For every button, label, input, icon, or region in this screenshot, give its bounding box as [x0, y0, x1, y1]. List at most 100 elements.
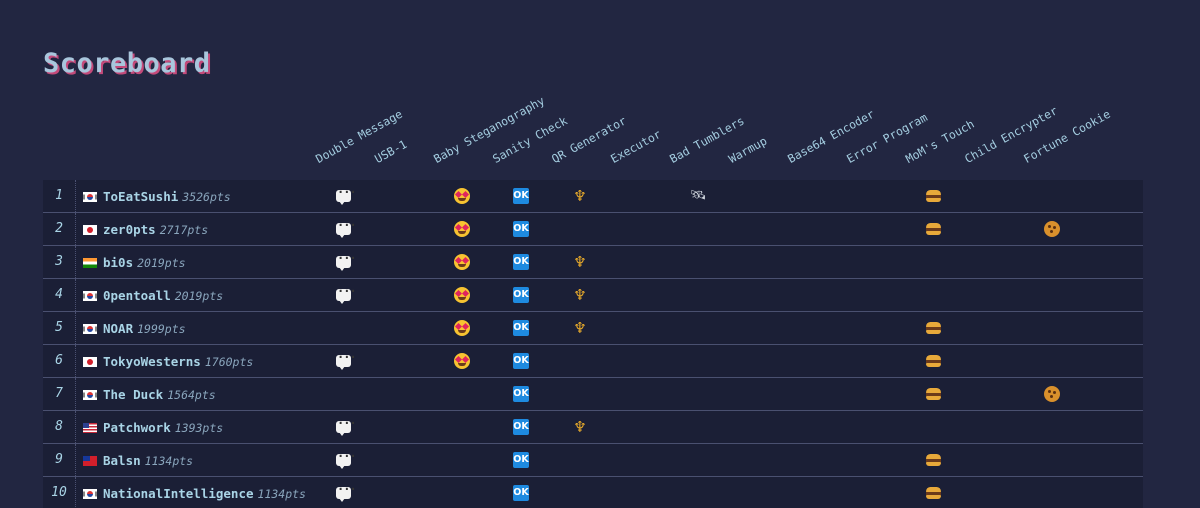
hamburger-icon: [926, 487, 941, 499]
tw-flag-icon: [83, 456, 97, 466]
speech-bubble-icon: [336, 449, 356, 469]
jp-flag-icon: [83, 225, 97, 235]
hamburger-icon: [926, 355, 941, 367]
rank-number: 1: [43, 180, 76, 212]
star-struck-icon: [454, 287, 470, 303]
team-cell: ToEatSushi 3526pts: [83, 180, 231, 212]
team-name[interactable]: ToEatSushi: [103, 189, 179, 204]
challenge-header-executor[interactable]: Executor: [608, 126, 664, 166]
in-flag-icon: [83, 258, 97, 268]
hamburger-icon: [926, 388, 941, 400]
trident-icon: ♆: [573, 418, 587, 436]
trident-icon: ♆: [573, 319, 587, 337]
team-name[interactable]: NOAR: [103, 321, 134, 336]
trident-icon: ♆: [573, 286, 587, 304]
ok-button-icon: OK: [513, 221, 529, 237]
team-points: 1564pts: [167, 388, 216, 402]
star-struck-icon: [454, 254, 470, 270]
speech-bubble-icon: [336, 251, 356, 271]
speech-bubble-icon: [336, 416, 356, 436]
ok-button-icon: OK: [513, 419, 529, 435]
team-cell: TokyoWesterns 1760pts: [83, 345, 253, 377]
rank-number: 7: [43, 378, 76, 410]
ok-button-icon: OK: [513, 188, 529, 204]
team-points: 1134pts: [144, 454, 194, 468]
ok-button-icon: OK: [513, 485, 529, 501]
page-title: Scoreboard: [43, 48, 211, 79]
star-struck-icon: [454, 353, 470, 369]
team-points: 1393pts: [174, 421, 224, 435]
scoreboard-table: 1ToEatSushi3526ptsOK♆🛰2zer0pts2717ptsOK3…: [43, 180, 1143, 508]
team-cell: Patchwork 1393pts: [83, 411, 223, 443]
kr-flag-icon: [83, 390, 97, 400]
table-row[interactable]: 7 The Duck 1564pts OK: [43, 378, 1143, 411]
team-name[interactable]: Patchwork: [103, 420, 171, 435]
rank-number: 6: [43, 345, 76, 377]
team-cell: NOAR 1999pts: [83, 312, 186, 344]
kr-flag-icon: [83, 291, 97, 301]
team-name[interactable]: Balsn: [103, 453, 141, 468]
cookie-icon: [1044, 386, 1060, 402]
team-points: 2019pts: [137, 256, 186, 270]
rank-number: 2: [43, 213, 76, 245]
team-name[interactable]: bi0s: [103, 255, 134, 270]
hamburger-icon: [926, 190, 941, 202]
kr-flag-icon: [83, 489, 97, 499]
ok-button-icon: OK: [513, 320, 529, 336]
satellite-icon: 🛰: [690, 188, 707, 203]
speech-bubble-icon: [336, 185, 356, 205]
team-name[interactable]: NationalIntelligence: [103, 486, 254, 501]
hamburger-icon: [926, 454, 941, 466]
rank-number: 9: [43, 444, 76, 476]
trident-icon: ♆: [573, 253, 587, 271]
team-name[interactable]: The Duck: [103, 387, 164, 402]
team-cell: zer0pts 2717pts: [83, 213, 208, 245]
rank-number: 3: [43, 246, 76, 278]
speech-bubble-icon: [336, 482, 356, 502]
team-points: 2717pts: [159, 223, 209, 237]
table-row[interactable]: 8Patchwork1393ptsOK♆: [43, 411, 1143, 444]
team-cell: NationalIntelligence 1134pts: [83, 477, 306, 508]
table-row[interactable]: 5 NOAR 1999pts OK ♆: [43, 312, 1143, 345]
star-struck-icon: [454, 320, 470, 336]
trident-icon: ♆: [573, 187, 587, 205]
table-row[interactable]: 1ToEatSushi3526ptsOK♆🛰: [43, 180, 1143, 213]
hamburger-icon: [926, 322, 941, 334]
team-points: 1760pts: [204, 355, 254, 369]
hamburger-icon: [926, 223, 941, 235]
star-struck-icon: [454, 221, 470, 237]
team-points: 1134pts: [257, 487, 306, 501]
team-points: 2019pts: [174, 289, 224, 303]
team-name[interactable]: TokyoWesterns: [103, 354, 201, 369]
kr-flag-icon: [83, 324, 97, 334]
kr-flag-icon: [83, 192, 97, 202]
table-row[interactable]: 3bi0s2019ptsOK♆: [43, 246, 1143, 279]
table-row[interactable]: 6TokyoWesterns1760ptsOK: [43, 345, 1143, 378]
speech-bubble-icon: [336, 350, 356, 370]
table-row[interactable]: 10NationalIntelligence1134ptsOK: [43, 477, 1143, 508]
rank-number: 10: [43, 477, 76, 508]
jp-flag-icon: [83, 357, 97, 367]
table-row[interactable]: 2zer0pts2717ptsOK: [43, 213, 1143, 246]
challenge-header-baby-steganography[interactable]: Baby Steganography: [431, 93, 547, 166]
team-cell: bi0s 2019pts: [83, 246, 186, 278]
us-flag-icon: [83, 423, 97, 433]
team-points: 3526pts: [182, 190, 231, 204]
challenge-header-usb-1[interactable]: USB-1: [372, 136, 410, 166]
rank-number: 5: [43, 312, 76, 344]
team-cell: Balsn 1134pts: [83, 444, 193, 476]
team-name[interactable]: zer0pts: [103, 222, 156, 237]
team-name[interactable]: 0pentoall: [103, 288, 171, 303]
challenge-header-warmup[interactable]: Warmup: [726, 133, 770, 166]
rank-number: 4: [43, 279, 76, 311]
ok-button-icon: OK: [513, 287, 529, 303]
ok-button-icon: OK: [513, 452, 529, 468]
table-row[interactable]: 9Balsn1134ptsOK: [43, 444, 1143, 477]
rank-number: 8: [43, 411, 76, 443]
challenge-header-child-encrypter[interactable]: Child Encrypter: [962, 103, 1060, 166]
team-cell: The Duck 1564pts: [83, 378, 216, 410]
team-points: 1999pts: [137, 322, 186, 336]
speech-bubble-icon: [336, 284, 356, 304]
